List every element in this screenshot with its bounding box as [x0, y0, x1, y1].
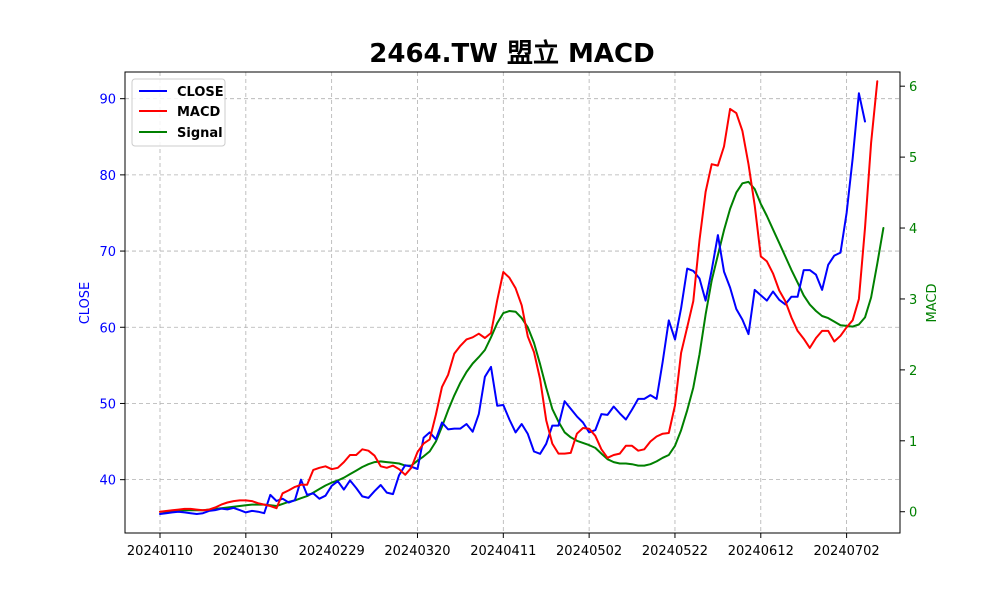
right-tick-label: 1	[909, 435, 917, 450]
x-tick-label: 20240320	[384, 544, 450, 559]
series-line-signal	[159, 180, 885, 513]
legend-box	[131, 78, 226, 147]
x-tick-label: 20240110	[127, 544, 193, 559]
grid	[125, 72, 900, 533]
right-tick-label: 6	[909, 80, 917, 95]
x-tick-label: 20240229	[299, 544, 365, 559]
legend-label-signal: Signal	[177, 126, 223, 141]
legend: CLOSE MACD Signal	[131, 78, 226, 147]
x-tick-label: 20240502	[556, 544, 622, 559]
right-tick-label: 0	[909, 506, 917, 521]
right-tick-label: 4	[909, 222, 917, 237]
x-tick-label: 20240612	[728, 544, 794, 559]
legend-label-macd: MACD	[177, 105, 221, 120]
legend-label-close: CLOSE	[177, 85, 224, 100]
x-tick-label: 20240702	[814, 544, 880, 559]
left-axis: 40 50 60 70 80 90	[99, 93, 125, 489]
series-line-close	[159, 92, 866, 515]
x-tick-label: 20240411	[470, 544, 536, 559]
left-tick-label: 70	[99, 245, 116, 260]
left-tick-label: 60	[99, 321, 116, 336]
series-line-macd	[159, 80, 879, 513]
left-tick-label: 40	[99, 474, 116, 489]
x-axis: 20240110 20240130 20240229 20240320 20240411…	[127, 533, 880, 559]
left-tick-label: 80	[99, 169, 116, 184]
x-tick-label: 20240522	[642, 544, 708, 559]
left-tick-label: 90	[99, 93, 116, 108]
right-axis-label: MACD	[925, 284, 940, 323]
right-tick-label: 3	[909, 293, 917, 308]
plot-frame	[124, 71, 901, 534]
right-axis: 0 1 2 3 4 5 6	[900, 80, 917, 521]
left-tick-label: 50	[99, 397, 116, 412]
left-axis-label: CLOSE	[78, 282, 93, 325]
right-tick-label: 5	[909, 151, 917, 166]
right-tick-label: 2	[909, 364, 917, 379]
chart-title: 2464.TW 盟立 MACD	[369, 38, 654, 69]
x-tick-label: 20240130	[213, 544, 279, 559]
series-layer	[159, 80, 885, 515]
